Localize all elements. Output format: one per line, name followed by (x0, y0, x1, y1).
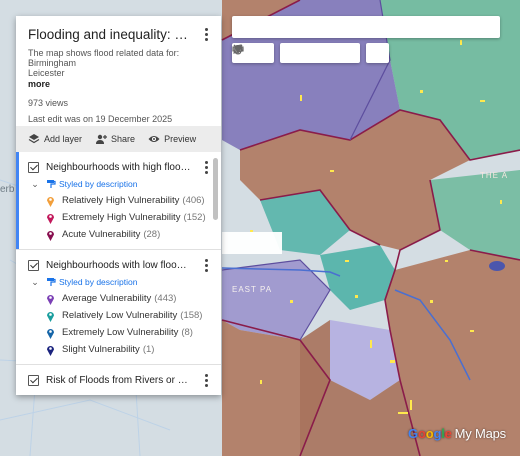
chevron-down-icon[interactable]: ⌄ (31, 178, 39, 189)
google-my-maps-logo: Google My Maps (408, 426, 506, 441)
legend-item[interactable]: Relatively High Vulnerability (406) (19, 192, 221, 209)
search-input[interactable] (232, 16, 500, 38)
map-legend-panel: Flooding and inequality: English c... Th… (16, 16, 221, 395)
style-link[interactable]: Styled by description (59, 179, 138, 189)
divider (16, 364, 221, 365)
hand-icon[interactable] (234, 44, 301, 62)
layer-flood-risk[interactable]: Risk of Floods from Rivers or Seas (16, 365, 221, 395)
description-line: Leicester (28, 68, 65, 78)
divider (16, 249, 221, 250)
legend-item[interactable]: Extremely Low Vulnerability (8) (16, 324, 221, 341)
preview-button[interactable]: Preview (148, 133, 196, 145)
shape-icon[interactable] (233, 44, 339, 62)
map-pin-icon (47, 345, 54, 356)
more-link[interactable]: more (28, 79, 51, 89)
paint-roller-icon (47, 180, 56, 188)
map-toolbar (232, 43, 393, 63)
map-label-place2: EAST PA (232, 285, 273, 294)
panel-actions: Add layer Share Preview (16, 126, 221, 152)
map-label-place1: THE A (480, 171, 509, 180)
legend-item[interactable]: Acute Vulnerability (28) (19, 226, 221, 243)
ruler-icon[interactable] (232, 44, 387, 62)
map-options-icon[interactable] (199, 27, 213, 41)
views-count: 973 views (28, 98, 69, 108)
map-pin-icon (47, 328, 54, 339)
layers-list: Neighbourhoods with high flood v... ⌄ St… (16, 152, 221, 395)
map-pin-icon (47, 294, 54, 305)
route-icon[interactable] (233, 44, 358, 62)
layer-name[interactable]: Risk of Floods from Rivers or Seas (46, 374, 192, 386)
style-link[interactable]: Styled by description (59, 277, 138, 287)
layer-high-vulnerability[interactable]: Neighbourhoods with high flood v... ⌄ St… (16, 152, 221, 249)
map-title[interactable]: Flooding and inequality: English c... (28, 27, 196, 42)
legend-item[interactable]: Average Vulnerability (443) (16, 290, 221, 307)
map-pin-icon (47, 230, 54, 241)
share-button[interactable]: Share (95, 133, 135, 145)
map-header: Flooding and inequality: English c... Th… (16, 16, 221, 126)
description-line: Birmingham (28, 58, 77, 68)
eye-icon (148, 136, 160, 142)
map-pin-icon (47, 213, 54, 224)
marker-icon[interactable] (235, 44, 320, 62)
legend-item[interactable]: Relatively Low Vulnerability (158) (16, 307, 221, 324)
last-edit: Last edit was on 19 December 2025 (28, 114, 173, 124)
panel-scrollbar[interactable] (213, 158, 218, 220)
flood-risk-overlay (250, 40, 502, 414)
map-label-edge: erb (0, 184, 15, 195)
layer-options-icon[interactable] (199, 160, 213, 174)
layer-name[interactable]: Neighbourhoods with high flood v... (46, 161, 192, 173)
map-pin-icon (47, 196, 54, 207)
legend-item[interactable]: Extremely High Vulnerability (152) (19, 209, 221, 226)
layer-checkbox[interactable] (28, 374, 39, 386)
map-pin-icon (47, 311, 54, 322)
map-stats: 973 views Last edit was on 19 December 2… (28, 95, 209, 127)
layer-checkbox[interactable] (28, 161, 39, 173)
layer-checkbox[interactable] (28, 259, 39, 271)
paint-roller-icon (47, 278, 56, 286)
legend-item[interactable]: Slight Vulnerability (1) (16, 341, 221, 358)
map-description: The map shows flood related data for: Bi… (28, 48, 209, 78)
tools-group (233, 43, 360, 63)
chevron-down-icon[interactable]: ⌄ (31, 276, 39, 287)
layer-options-icon[interactable] (199, 258, 213, 272)
add-person-icon (96, 134, 108, 144)
layer-options-icon[interactable] (199, 373, 213, 387)
add-layer-button[interactable]: Add layer (28, 133, 82, 145)
description-line: The map shows flood related data for: (28, 48, 180, 58)
redo-icon[interactable] (232, 44, 272, 62)
layer-name[interactable]: Neighbourhoods with low flood v... (46, 259, 192, 271)
layer-low-vulnerability[interactable]: Neighbourhoods with low flood v... ⌄ Sty… (16, 250, 221, 364)
measure-group (232, 43, 389, 63)
layers-icon (28, 134, 40, 144)
